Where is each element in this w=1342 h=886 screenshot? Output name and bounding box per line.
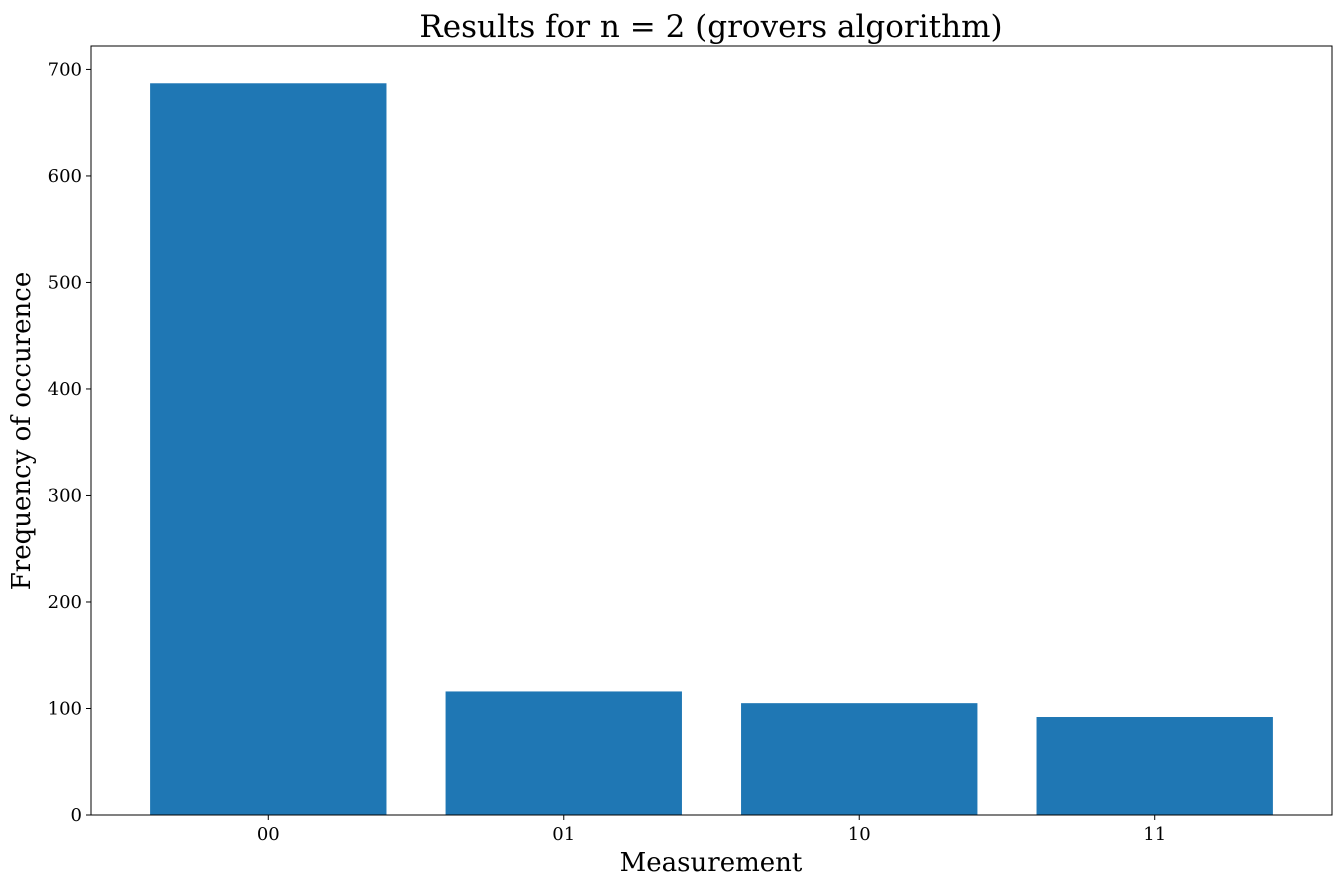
bar-00: [150, 83, 387, 816]
y-tick-label: 200: [48, 592, 82, 613]
y-axis: 0 100 200 300 400 500 600 700: [48, 59, 91, 826]
y-axis-label: Frequency of occurence: [7, 272, 37, 590]
bar-10: [741, 703, 978, 815]
y-tick-label: 0: [71, 805, 82, 826]
x-tick-label: 01: [552, 824, 575, 845]
y-tick-label: 100: [48, 698, 82, 719]
y-tick-label: 600: [48, 166, 82, 187]
x-tick-label: 11: [1143, 824, 1166, 845]
plot-frame: [90, 45, 1333, 816]
bar-11: [1036, 717, 1273, 815]
y-tick-label: 300: [48, 485, 82, 506]
x-axis-label: Measurement: [620, 848, 803, 878]
chart-title: Results for n = 2 (grovers algorithm): [419, 9, 1002, 45]
x-axis: 00 01 10 11: [257, 815, 1166, 845]
y-tick-label: 500: [48, 272, 82, 293]
y-tick-label: 400: [48, 379, 82, 400]
y-tick-label: 700: [48, 59, 82, 80]
bars-group: [150, 83, 1273, 816]
x-tick-label: 00: [257, 824, 280, 845]
x-tick-label: 10: [848, 824, 871, 845]
bar-01: [445, 691, 682, 815]
